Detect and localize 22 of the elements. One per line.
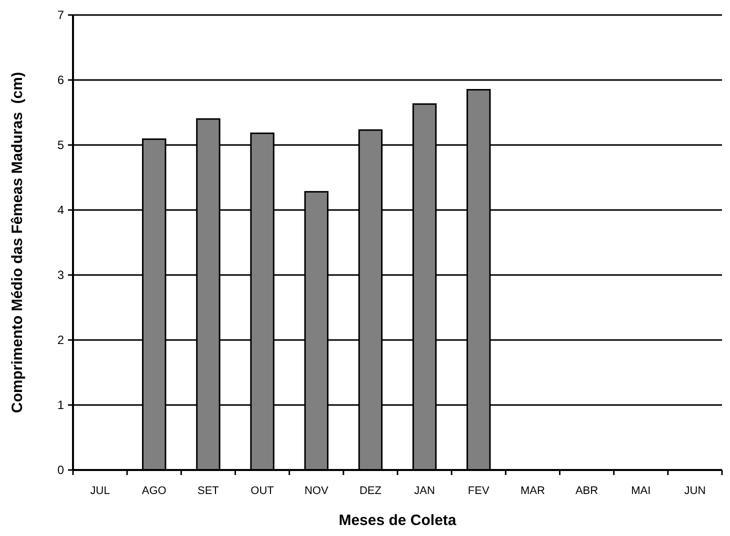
x-tick-label: DEZ: [359, 485, 382, 497]
x-tick-label: JUL: [90, 485, 110, 497]
x-tick-label: MAR: [520, 485, 545, 497]
x-tick-label: NOV: [304, 485, 329, 497]
x-tick-label: MAI: [631, 485, 651, 497]
x-tick-label: JAN: [414, 485, 435, 497]
x-tick-label: OUT: [250, 485, 274, 497]
x-tick-label: ABR: [575, 485, 598, 497]
y-tick-label: 5: [57, 138, 64, 152]
x-axis-title: Meses de Coleta: [338, 512, 457, 529]
x-tick-label: FEV: [468, 485, 490, 497]
x-tick-label: AGO: [142, 485, 167, 497]
y-tick-label: 2: [57, 333, 64, 348]
x-tick-label: SET: [198, 485, 220, 497]
y-tick-label: 0: [57, 463, 64, 478]
y-tick-label: 6: [57, 73, 64, 88]
y-tick-label: 7: [57, 8, 64, 22]
y-tick-label: 1: [57, 398, 64, 412]
y-axis-title: Comprimento Médio das Fêmeas Maduras (cm): [9, 72, 26, 413]
x-tick-label: JUN: [684, 485, 706, 497]
y-tick-label: 4: [57, 203, 64, 218]
y-tick-label: 3: [57, 268, 64, 282]
